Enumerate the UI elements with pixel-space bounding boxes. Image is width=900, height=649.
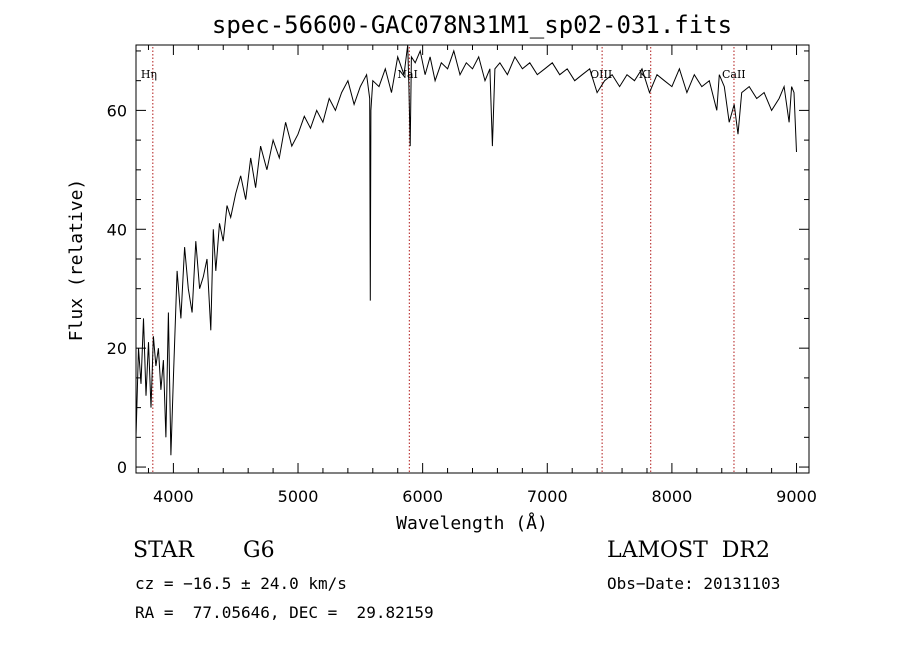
- object-class: STAR: [133, 538, 194, 563]
- spectrum-series: [135, 44, 797, 456]
- x-axis-label: Wavelength (Å): [396, 512, 548, 534]
- plot-frame: [135, 44, 810, 474]
- y-axis-label: Flux (relative): [66, 179, 87, 342]
- survey-release: LAMOST DR2: [607, 538, 770, 563]
- x-tick-label: 5000: [278, 487, 319, 506]
- marker-label: KI: [639, 68, 652, 81]
- y-tick-label: 40: [107, 220, 127, 239]
- marker-label: CaII: [722, 68, 746, 81]
- x-tick-label: 9000: [776, 487, 817, 506]
- chart-title: spec-56600-GAC078N31M1_sp02-031.fits: [212, 11, 732, 39]
- coordinates: RA = 77.05646, DEC = 29.82159: [135, 603, 434, 622]
- spectrum-line: [135, 44, 797, 456]
- y-tick-label: 0: [117, 458, 127, 477]
- marker-label: OIII: [590, 68, 612, 81]
- x-tick-label: 6000: [402, 487, 443, 506]
- marker-label: NaI: [397, 68, 418, 81]
- axis-ticks: 4000 5000 6000 7000 8000 9000 0 20 40 60: [107, 45, 817, 506]
- observation-date: Obs−Date: 20131103: [607, 574, 781, 593]
- redshift-cz: cz = −16.5 ± 24.0 km/s: [135, 574, 347, 593]
- x-tick-label: 7000: [527, 487, 568, 506]
- x-tick-label: 8000: [652, 487, 693, 506]
- x-tick-label: 4000: [153, 487, 194, 506]
- y-tick-label: 60: [107, 101, 127, 120]
- marker-label: Hη: [141, 68, 157, 81]
- spectral-line-markers: Hη NaI OIII KI CaII: [141, 47, 746, 473]
- object-subclass: G6: [243, 538, 275, 563]
- y-tick-label: 20: [107, 339, 127, 358]
